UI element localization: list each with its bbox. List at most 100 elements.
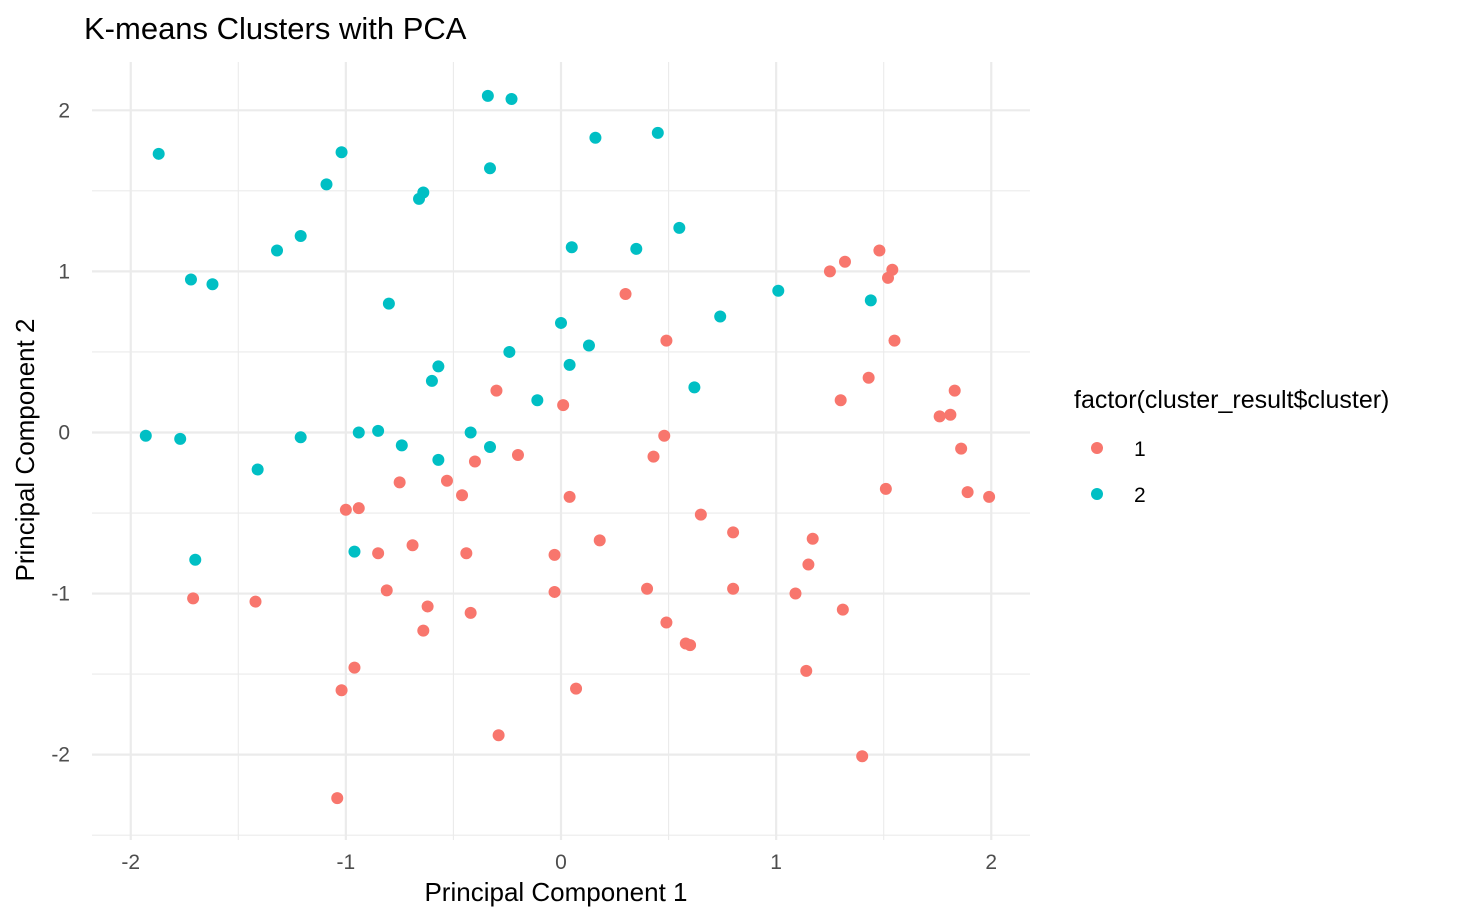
- y-tick-label: -1: [51, 583, 70, 606]
- cluster-2-point: [503, 345, 516, 358]
- cluster-1-point: [862, 371, 875, 384]
- cluster-2-point: [673, 221, 686, 234]
- cluster-2-point: [432, 453, 445, 466]
- cluster-1-point: [406, 539, 419, 552]
- cluster-2-point: [688, 381, 701, 394]
- cluster-2-point: [582, 339, 595, 352]
- cluster-1-point: [727, 526, 740, 539]
- cluster-1-point: [660, 334, 673, 347]
- plot-panel: [92, 62, 1030, 840]
- cluster-1-point: [456, 489, 469, 502]
- cluster-1-point: [417, 624, 430, 637]
- cluster-1-point: [557, 399, 570, 412]
- cluster-1-point: [570, 682, 583, 695]
- cluster-1-point: [339, 503, 352, 516]
- cluster-2-point: [395, 439, 408, 452]
- cluster-1-point: [187, 592, 200, 605]
- cluster-1-point: [421, 600, 434, 613]
- cluster-2-point: [555, 316, 567, 329]
- cluster-2-point: [651, 126, 664, 139]
- cluster-1-point: [647, 450, 660, 463]
- data-points: [139, 89, 996, 805]
- cluster-1-point: [933, 410, 946, 423]
- cluster-2-point: [320, 178, 333, 191]
- cluster-1-point: [838, 255, 851, 268]
- cluster-1-point: [886, 263, 899, 276]
- cluster-2-point: [484, 162, 497, 175]
- cluster-2-point: [417, 186, 430, 199]
- cluster-1-point: [948, 384, 961, 397]
- x-tick-label: -2: [121, 851, 140, 874]
- cluster-1-point: [372, 547, 385, 560]
- cluster-2-point: [714, 310, 727, 323]
- cluster-2-point: [565, 241, 578, 254]
- cluster-2-point: [772, 284, 785, 297]
- cluster-2-point: [271, 244, 284, 257]
- cluster-1-point: [490, 384, 503, 397]
- cluster-1-point: [641, 582, 654, 595]
- cluster-2-point: [505, 93, 518, 106]
- legend-label-cluster-2: 2: [1134, 484, 1146, 507]
- legend: factor(cluster_result$cluster) 1 2: [1074, 386, 1389, 507]
- cluster-1-point: [460, 547, 473, 560]
- cluster-2-point: [382, 297, 395, 310]
- cluster-2-point: [864, 294, 877, 307]
- y-tick-label: 0: [58, 421, 70, 444]
- cluster-1-point: [955, 442, 968, 455]
- cluster-1-point: [440, 474, 453, 487]
- cluster-2-point: [425, 374, 438, 387]
- cluster-1-point: [879, 482, 892, 495]
- y-tick-label: 1: [58, 260, 70, 283]
- x-tick-label: 1: [770, 851, 782, 874]
- cluster-2-point: [484, 440, 497, 453]
- cluster-2-point: [206, 278, 219, 291]
- cluster-2-point: [184, 273, 197, 286]
- x-axis-tick-labels: -2 -1 0 1 2: [121, 851, 997, 874]
- cluster-1-point: [335, 684, 348, 697]
- cluster-1-point: [873, 244, 886, 257]
- cluster-2-point: [563, 358, 576, 371]
- y-tick-label: 2: [58, 99, 70, 122]
- x-tick-label: 2: [985, 851, 997, 874]
- cluster-2-point: [432, 360, 445, 373]
- cluster-2-point: [189, 553, 202, 566]
- cluster-1-point: [352, 502, 365, 515]
- cluster-2-point: [481, 89, 494, 102]
- y-axis-title: Principal Component 2: [10, 318, 40, 581]
- cluster-1-point: [806, 532, 819, 545]
- cluster-1-point: [249, 595, 262, 608]
- legend-title: factor(cluster_result$cluster): [1074, 386, 1389, 414]
- major-gridlines: [92, 62, 1030, 840]
- cluster-2-point: [152, 147, 165, 160]
- x-tick-label: -1: [337, 851, 356, 874]
- cluster-2-point: [294, 229, 307, 242]
- cluster-1-point: [944, 408, 957, 421]
- legend-key-cluster-1: [1091, 442, 1103, 454]
- cluster-1-point: [694, 508, 707, 521]
- y-tick-label: -2: [51, 744, 70, 767]
- cluster-1-point: [511, 449, 524, 462]
- cluster-1-point: [834, 394, 847, 407]
- cluster-1-point: [563, 490, 576, 503]
- cluster-1-point: [393, 476, 406, 489]
- cluster-1-point: [789, 587, 802, 600]
- y-axis-tick-labels: -2 -1 0 1 2: [51, 99, 70, 766]
- cluster-1-point: [658, 429, 671, 442]
- legend-label-cluster-1: 1: [1134, 438, 1146, 461]
- cluster-2-point: [352, 426, 365, 439]
- cluster-1-point: [619, 287, 632, 300]
- cluster-2-point: [251, 463, 264, 476]
- cluster-2-point: [335, 146, 348, 159]
- cluster-1-point: [800, 664, 813, 677]
- cluster-1-point: [380, 584, 393, 597]
- cluster-1-point: [961, 486, 974, 499]
- cluster-2-point: [139, 429, 152, 442]
- cluster-2-point: [294, 431, 307, 444]
- cluster-1-point: [492, 729, 505, 742]
- cluster-1-point: [888, 334, 901, 347]
- legend-key-cluster-2: [1091, 488, 1103, 500]
- cluster-1-point: [727, 582, 740, 595]
- cluster-1-point: [331, 792, 344, 805]
- cluster-2-point: [630, 242, 643, 255]
